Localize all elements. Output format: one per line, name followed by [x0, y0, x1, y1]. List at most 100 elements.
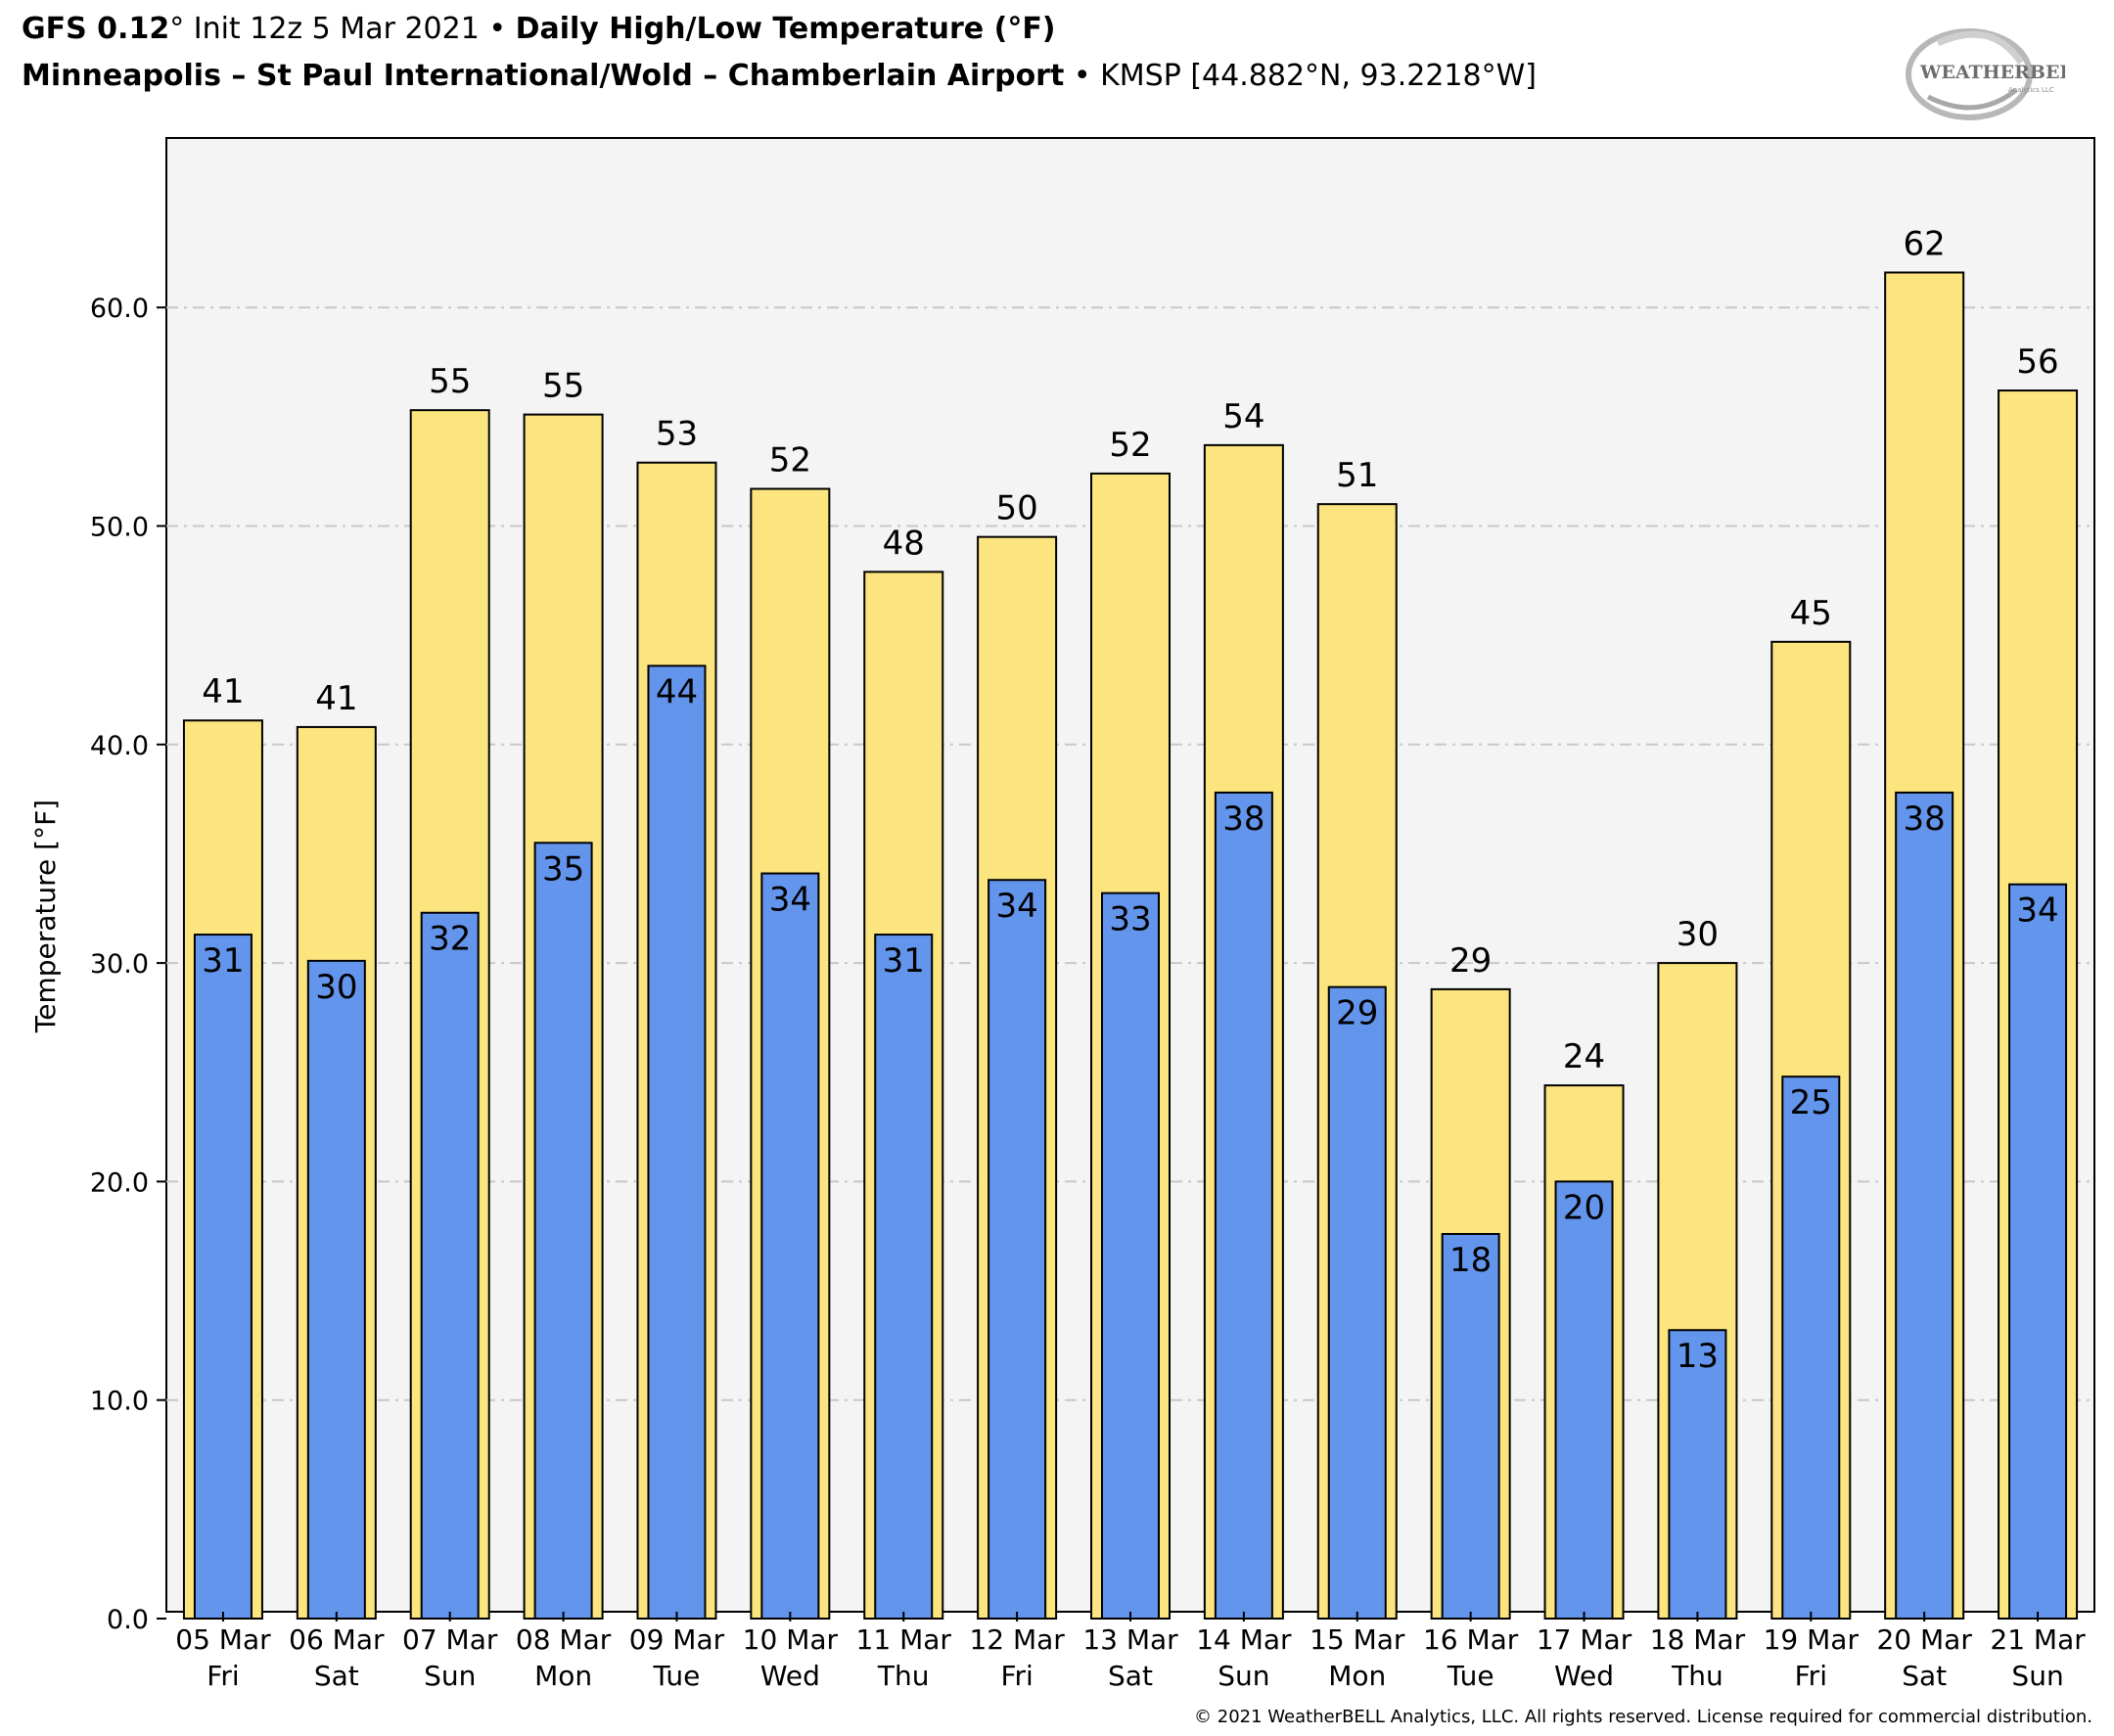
low-temp-label: 30 — [315, 968, 357, 1007]
low-temp-label: 31 — [202, 941, 244, 981]
low-temp-label: 20 — [1563, 1188, 1605, 1227]
x-tick-date: 18 Mar — [1650, 1623, 1746, 1656]
low-temp-label: 13 — [1677, 1337, 1719, 1376]
high-temp-label: 45 — [1790, 594, 1832, 633]
y-tick-label: 40.0 — [90, 731, 149, 761]
y-tick-label: 30.0 — [90, 949, 149, 980]
weatherbell-logo: WEATHERBELL Analytics LLC — [1906, 28, 2065, 120]
model-degree: ° — [169, 12, 185, 46]
y-tick-label: 50.0 — [90, 513, 149, 543]
x-tick-date: 17 Mar — [1537, 1623, 1632, 1656]
subtitle-bullet: • — [1073, 59, 1091, 93]
x-tick-weekday: Sun — [2011, 1660, 2063, 1692]
high-temp-label: 41 — [315, 679, 357, 718]
low-temp-bar — [1327, 985, 1387, 1620]
low-temp-bar — [760, 872, 820, 1620]
bars — [182, 271, 2079, 1621]
product-name: Daily High/Low Temperature (°F) — [515, 12, 1056, 46]
low-temp-bar — [647, 664, 707, 1620]
x-tick-date: 16 Mar — [1423, 1623, 1519, 1656]
x-tick-date: 09 Mar — [629, 1623, 725, 1656]
high-temp-label: 52 — [1109, 426, 1151, 465]
y-axis-label: Temperature [°F] — [29, 799, 62, 1033]
low-temp-bar — [306, 959, 366, 1620]
high-temp-label: 53 — [656, 415, 698, 454]
y-tick-label: 10.0 — [90, 1387, 149, 1417]
low-temp-bar — [533, 842, 593, 1620]
x-tick-weekday: Sat — [1108, 1660, 1153, 1692]
low-temp-bar — [1554, 1180, 1614, 1621]
y-tick-label: 60.0 — [90, 294, 149, 324]
low-temp-bar — [874, 934, 934, 1620]
high-temp-label: 41 — [202, 672, 244, 711]
x-tick-date: 15 Mar — [1310, 1623, 1405, 1656]
high-temp-label: 56 — [2016, 343, 2058, 382]
x-tick-weekday: Thu — [1671, 1660, 1723, 1692]
low-temp-label: 32 — [429, 920, 471, 959]
logo-subtext: Analytics LLC — [2008, 86, 2054, 94]
low-temp-label: 34 — [2016, 891, 2058, 931]
low-temp-label: 38 — [1904, 799, 1946, 839]
low-temp-bar — [1895, 791, 1954, 1620]
low-temp-label: 18 — [1449, 1241, 1492, 1280]
low-temp-label: 34 — [769, 881, 811, 920]
high-temp-label: 30 — [1677, 915, 1719, 954]
y-tick-label: 20.0 — [90, 1167, 149, 1198]
x-tick-weekday: Sun — [424, 1660, 476, 1692]
x-tick-date: 19 Mar — [1764, 1623, 1860, 1656]
low-temp-label: 35 — [542, 849, 584, 889]
low-temp-label: 38 — [1222, 799, 1264, 839]
x-tick-weekday: Wed — [760, 1660, 820, 1692]
x-tick-date: 10 Mar — [743, 1623, 839, 1656]
x-tick-date: 14 Mar — [1196, 1623, 1292, 1656]
model-name: GFS 0.12 — [22, 12, 170, 46]
low-temp-label: 29 — [1336, 994, 1378, 1033]
station-name: Minneapolis – St Paul International/Wold… — [22, 59, 1065, 93]
x-tick-weekday: Fri — [1000, 1660, 1033, 1692]
y-tick-label: 0.0 — [107, 1605, 149, 1635]
high-temp-label: 29 — [1449, 941, 1492, 981]
low-temp-label: 25 — [1790, 1083, 1832, 1122]
low-temp-bar — [1101, 891, 1160, 1620]
low-temp-label: 31 — [883, 941, 925, 981]
x-tick-date: 07 Mar — [402, 1623, 498, 1656]
high-temp-label: 52 — [769, 441, 811, 480]
x-tick-weekday: Mon — [1328, 1660, 1386, 1692]
data-labels: 41 31 41 30 55 32 55 35 53 44 52 34 48 31 50 34 52 33 54 38… — [202, 224, 2058, 1376]
high-temp-label: 62 — [1904, 224, 1946, 263]
x-tick-date: 06 Mar — [289, 1623, 385, 1656]
high-temp-label: 24 — [1563, 1037, 1605, 1076]
high-temp-label: 48 — [883, 524, 925, 563]
high-temp-label: 55 — [429, 362, 471, 401]
x-tick-weekday: Tue — [1447, 1660, 1494, 1692]
high-temp-label: 54 — [1222, 397, 1264, 436]
low-temp-bar — [1668, 1329, 1727, 1621]
x-tick-date: 21 Mar — [1990, 1623, 2086, 1656]
x-tick-weekday: Wed — [1554, 1660, 1614, 1692]
x-tick-weekday: Tue — [653, 1660, 701, 1692]
high-temp-label: 50 — [995, 489, 1037, 528]
low-temp-bar — [988, 879, 1047, 1620]
x-tick-weekday: Sun — [1218, 1660, 1269, 1692]
x-tick-date: 13 Mar — [1082, 1623, 1178, 1656]
chart-subtitle: Minneapolis – St Paul International/Wold… — [22, 59, 1537, 93]
x-tick-weekday: Mon — [534, 1660, 592, 1692]
title-bullet: • — [488, 12, 507, 46]
axes: 0.0 10.0 20.0 30.0 40.0 50.0 60.0 05 Mar Fri 06 M… — [90, 294, 2086, 1692]
low-temp-label: 44 — [656, 672, 698, 711]
x-tick-date: 05 Mar — [175, 1623, 271, 1656]
init-time: Init 12z 5 Mar 2021 — [193, 12, 480, 46]
high-temp-label: 51 — [1336, 456, 1378, 495]
x-tick-weekday: Sat — [1902, 1660, 1947, 1692]
copyright-notice: © 2021 WeatherBELL Analytics, LLC. All r… — [1194, 1707, 2092, 1727]
x-tick-date: 12 Mar — [969, 1623, 1065, 1656]
x-tick-weekday: Thu — [877, 1660, 930, 1692]
chart-title: GFS 0.12° Init 12z 5 Mar 2021 • Daily Hi… — [22, 12, 1056, 46]
x-tick-date: 11 Mar — [856, 1623, 952, 1656]
logo-text: WEATHERBELL — [1919, 62, 2065, 83]
x-tick-date: 08 Mar — [516, 1623, 612, 1656]
low-temp-bar — [1214, 791, 1273, 1620]
low-temp-bar — [420, 911, 480, 1620]
low-temp-label: 34 — [995, 887, 1037, 926]
